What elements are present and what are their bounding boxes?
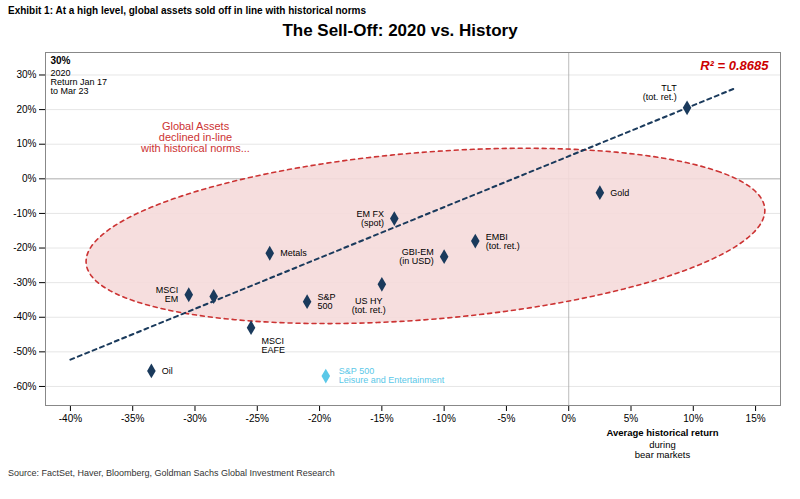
svg-text:30%: 30% xyxy=(16,69,36,80)
svg-text:-5%: -5% xyxy=(498,413,516,424)
svg-text:15%: 15% xyxy=(746,413,766,424)
svg-text:EMBI(tot. ret.): EMBI(tot. ret.) xyxy=(486,231,520,250)
svg-text:duringbear markets: duringbear markets xyxy=(635,439,691,460)
svg-text:Metals: Metals xyxy=(280,248,307,258)
svg-text:2020Return Jan 17to Mar 23: 2020Return Jan 17to Mar 23 xyxy=(51,68,108,96)
svg-text:-15%: -15% xyxy=(370,413,393,424)
svg-text:0%: 0% xyxy=(22,173,37,184)
svg-text:MSCIEM: MSCIEM xyxy=(156,285,179,304)
svg-text:EM FX(spot): EM FX(spot) xyxy=(356,209,384,228)
svg-text:Gold: Gold xyxy=(610,188,629,198)
svg-text:5%: 5% xyxy=(624,413,639,424)
svg-text:MSCIEAFE: MSCIEAFE xyxy=(261,336,285,355)
svg-text:-25%: -25% xyxy=(246,413,269,424)
html-text:Exhibit 1: At a high level, gl: Exhibit 1: At a high level, global asset… xyxy=(8,5,366,16)
svg-text:0%: 0% xyxy=(561,413,576,424)
svg-text:10%: 10% xyxy=(683,413,703,424)
svg-text:-50%: -50% xyxy=(13,346,36,357)
svg-text:R² = 0.8685: R² = 0.8685 xyxy=(700,58,769,73)
svg-text:-20%: -20% xyxy=(308,413,331,424)
svg-text:GBI-EM(in USD): GBI-EM(in USD) xyxy=(399,247,434,266)
svg-text:30%: 30% xyxy=(51,55,71,66)
svg-text:20%: 20% xyxy=(16,104,36,115)
svg-text:TLT(tot. ret.): TLT(tot. ret.) xyxy=(643,83,678,102)
svg-text:US HY(tot. ret.): US HY(tot. ret.) xyxy=(352,296,386,315)
svg-text:-20%: -20% xyxy=(13,242,36,253)
svg-text:-30%: -30% xyxy=(13,277,36,288)
svg-text:-40%: -40% xyxy=(13,311,36,322)
svg-text:Global Assetsdeclined in-linew: Global Assetsdeclined in-linewith histor… xyxy=(140,120,250,154)
svg-text:Oil: Oil xyxy=(162,366,173,376)
html-text:The Sell-Off: 2020 vs. History: The Sell-Off: 2020 vs. History xyxy=(282,21,518,40)
svg-text:-35%: -35% xyxy=(121,413,144,424)
svg-text:-40%: -40% xyxy=(59,413,82,424)
svg-text:10%: 10% xyxy=(16,138,36,149)
svg-text:-10%: -10% xyxy=(432,413,455,424)
svg-text:S&P500: S&P500 xyxy=(318,292,336,311)
svg-text:-60%: -60% xyxy=(13,381,36,392)
svg-text:S&P 500Leisure and Entertainme: S&P 500Leisure and Entertainment xyxy=(339,366,445,385)
svg-text:Average historical return: Average historical return xyxy=(606,427,718,438)
svg-text:-10%: -10% xyxy=(13,208,36,219)
html-text:Source: FactSet, Haver, Bloomb: Source: FactSet, Haver, Bloomberg, Goldm… xyxy=(8,468,335,478)
svg-text:-30%: -30% xyxy=(183,413,206,424)
